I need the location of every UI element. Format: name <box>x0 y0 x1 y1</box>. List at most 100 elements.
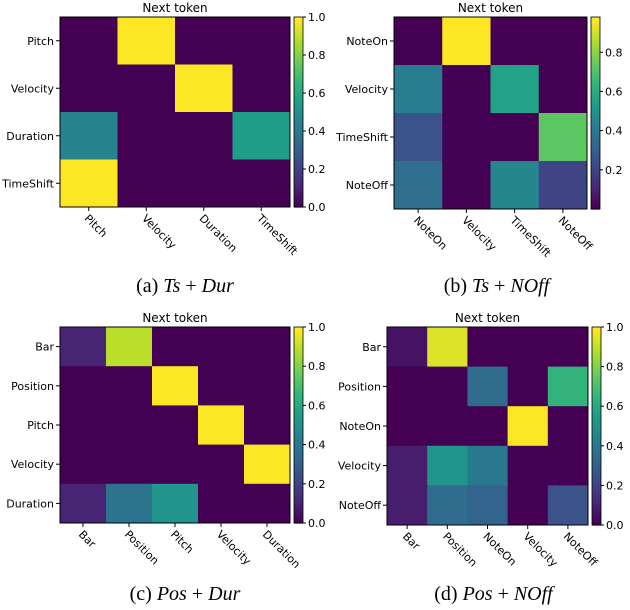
heatmap-cell <box>387 366 428 407</box>
heatmap-cell <box>106 327 153 367</box>
heatmap-cell <box>60 444 107 485</box>
colorbar-segment <box>294 203 303 208</box>
heatmap-cell <box>442 161 491 210</box>
colorbar-segment <box>294 64 303 69</box>
x-tick-label: Velocity <box>214 528 254 568</box>
heatmap-cell <box>547 366 589 407</box>
colorbar-segment <box>294 382 303 387</box>
colorbar-segment <box>591 148 600 152</box>
heatmap-cell <box>394 113 443 162</box>
colorbar-segment <box>591 109 600 114</box>
colorbar-segment <box>294 137 303 142</box>
y-tick-label: TimeShift <box>335 131 389 144</box>
colorbar-segment <box>294 467 303 472</box>
x-tick-label: NoteOff <box>561 530 600 569</box>
heatmap-cell <box>467 327 509 368</box>
colorbar-frame <box>590 16 601 210</box>
heatmap-cell <box>490 65 540 114</box>
x-tick-label: Position <box>122 528 161 567</box>
heatmap-cell <box>244 444 291 485</box>
colorbar-segment <box>591 106 600 111</box>
colorbar-segment <box>294 431 303 436</box>
colorbar-segment <box>294 51 303 56</box>
colorbar-segment <box>592 488 601 493</box>
colorbar-segment <box>294 36 303 40</box>
colorbar-segment <box>591 100 600 104</box>
colorbar-segment <box>591 55 600 60</box>
heatmap-cell <box>152 483 199 524</box>
colorbar-segment <box>294 96 303 100</box>
colorbar-segment <box>591 42 600 47</box>
colorbar-segment <box>294 112 303 116</box>
colorbar-segment <box>294 159 303 164</box>
colorbar-segment <box>294 359 303 364</box>
colorbar-segment <box>591 183 600 188</box>
heatmap-cell <box>244 405 291 446</box>
heatmap-cell <box>232 64 291 113</box>
x-tick-label: NoteOn <box>480 530 519 569</box>
colorbar-segment <box>591 17 600 21</box>
colorbar-segment <box>294 451 303 455</box>
colorbar-segment <box>294 389 303 393</box>
colorbar-tick-label: 0.2 <box>308 478 326 491</box>
colorbar-segment <box>591 138 600 143</box>
colorbar-segment <box>294 48 303 53</box>
heatmap-panel: Next tokenBarPositionNoteOnVelocityNoteO… <box>338 311 624 605</box>
colorbar-segment <box>294 343 303 348</box>
colorbar-segment <box>294 140 303 145</box>
colorbar-segment <box>294 480 303 485</box>
heatmap-cell <box>427 327 468 368</box>
colorbar-segment <box>591 116 600 120</box>
colorbar-segment <box>294 200 303 205</box>
colorbar-segment <box>591 103 600 108</box>
colorbar-segment <box>591 202 600 207</box>
heatmap-cell <box>490 161 540 210</box>
heatmap-cell <box>60 17 118 65</box>
heatmap-cell <box>152 366 199 406</box>
colorbar-segment <box>591 132 600 136</box>
colorbar-frame <box>591 326 602 526</box>
colorbar-segment <box>294 127 303 132</box>
colorbar-segment <box>592 501 601 506</box>
colorbar-segment <box>294 496 303 501</box>
colorbar-tick-label: 0.6 <box>606 400 624 413</box>
heatmap-cell <box>232 17 291 65</box>
colorbar-tick-label: 0.2 <box>308 163 326 176</box>
heatmap-cell <box>60 64 118 113</box>
colorbar-segment <box>294 356 303 361</box>
heatmap-cell <box>152 444 199 485</box>
colorbar-segment <box>592 409 601 414</box>
colorbar-segment <box>591 199 600 204</box>
colorbar-segment <box>294 169 303 173</box>
colorbar-tick-label: 0.0 <box>308 517 326 530</box>
colorbar-segment <box>294 330 303 335</box>
heatmap-cell <box>106 444 153 485</box>
colorbar-segment <box>294 487 303 491</box>
colorbar-segment <box>294 457 303 462</box>
colorbar-segment <box>592 518 601 523</box>
colorbar-segment <box>294 444 303 449</box>
heatmap-cell <box>175 112 233 160</box>
colorbar-tick-label: 1.0 <box>308 11 326 24</box>
y-tick-label: Duration <box>6 497 54 510</box>
colorbar-segment <box>592 465 601 470</box>
colorbar-segment <box>294 131 303 135</box>
colorbar-segment <box>592 330 601 335</box>
caption-prefix: (a) <box>136 275 158 297</box>
colorbar-segment <box>592 468 601 473</box>
heatmap-cell <box>394 65 443 114</box>
colorbar-segment <box>294 349 303 354</box>
heatmap-cell <box>547 406 589 447</box>
colorbar-segment <box>592 511 601 516</box>
chart-title: Next token <box>455 311 520 325</box>
heatmap-cell <box>117 112 176 160</box>
heatmap-cell <box>60 405 107 446</box>
colorbar-segment <box>294 474 303 478</box>
colorbar-segment <box>294 519 303 524</box>
colorbar-segment <box>592 475 601 480</box>
colorbar-segment <box>592 426 601 430</box>
x-tick-label: Bar <box>76 528 99 551</box>
caption-op: + <box>180 275 196 297</box>
heatmap-cell <box>60 159 118 208</box>
heatmap-cell <box>198 327 245 367</box>
